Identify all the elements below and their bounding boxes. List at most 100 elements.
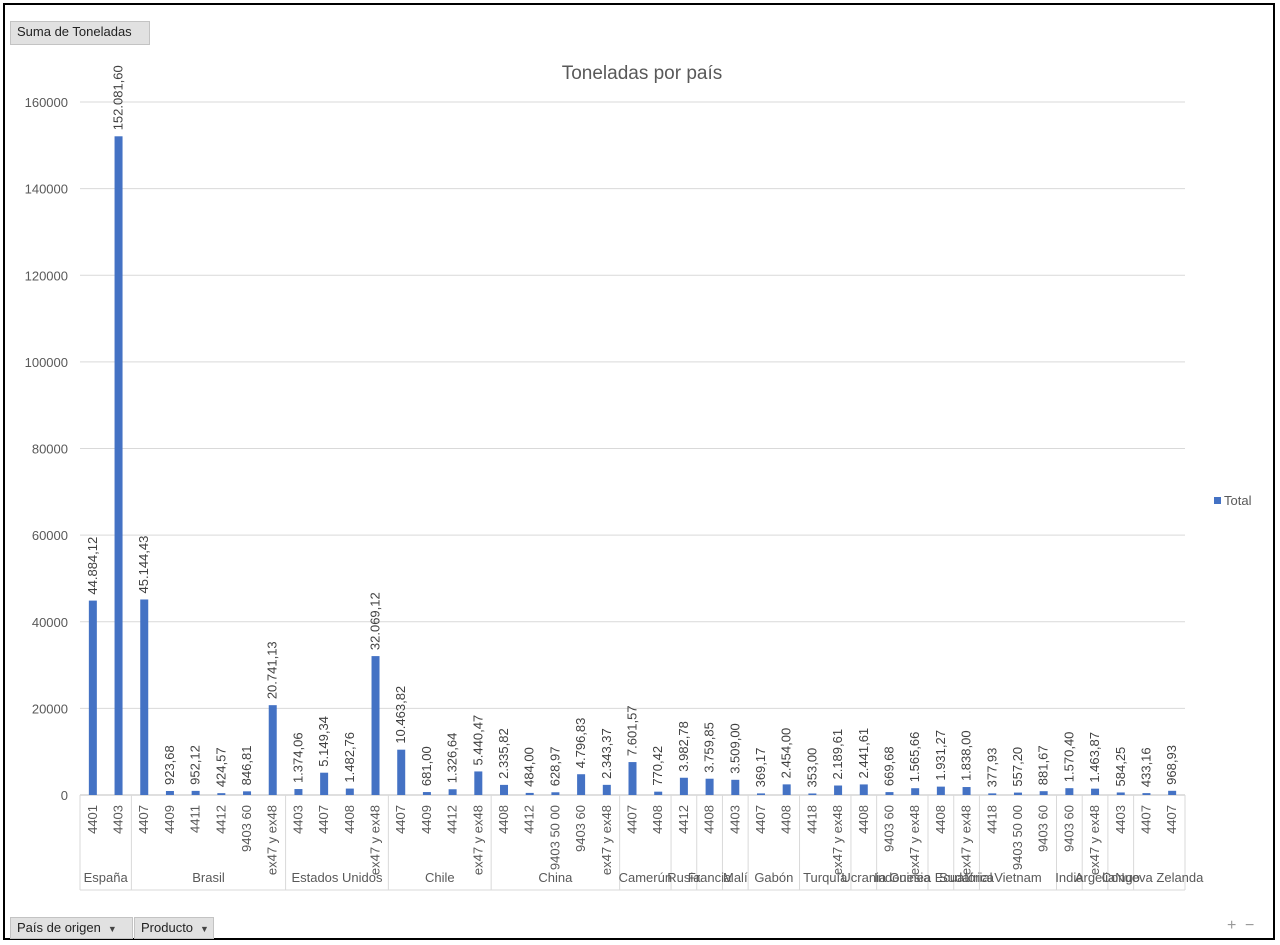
y-tick-label: 160000	[25, 95, 68, 110]
bar	[268, 705, 277, 795]
bar	[1142, 793, 1151, 795]
x-tick-label: 9403 60	[239, 805, 254, 852]
x-tick-label: ex47 y ex48	[265, 805, 280, 875]
data-label: 881,67	[1036, 745, 1051, 785]
field-button-pais-de-origen[interactable]: País de origen ▼	[10, 917, 133, 939]
x-tick-label: 4412	[676, 805, 691, 834]
data-label: 353,00	[804, 748, 819, 788]
bar	[577, 774, 586, 795]
group-label: Rusia	[667, 870, 701, 885]
bar	[834, 785, 843, 795]
bar	[88, 600, 97, 795]
x-tick-label: 4418	[804, 805, 819, 834]
group-label: España	[84, 870, 129, 885]
x-tick-label: ex47 y ex48	[470, 805, 485, 875]
data-label: 1.326,64	[445, 733, 460, 784]
bar	[602, 784, 611, 795]
group-label: Indonesia	[874, 870, 931, 885]
bar	[731, 779, 740, 795]
data-label: 1.570,40	[1061, 732, 1076, 783]
data-label: 557,20	[1010, 747, 1025, 787]
data-label: 3.509,00	[727, 723, 742, 774]
x-tick-label: 4403	[727, 805, 742, 834]
field-button-producto[interactable]: Producto ▼	[134, 917, 214, 939]
x-tick-label: ex47 y ex48	[907, 805, 922, 875]
bar	[371, 656, 380, 795]
data-label: 584,25	[1113, 747, 1128, 787]
chevron-down-icon: ▼	[107, 924, 117, 934]
collapse-field-button[interactable]: −	[1245, 917, 1255, 934]
data-label: 32.069,12	[368, 592, 383, 650]
x-tick-label: 4407	[316, 805, 331, 834]
bar	[525, 792, 534, 795]
x-tick-label: 4407	[753, 805, 768, 834]
data-label: 484,00	[522, 747, 537, 787]
data-label: 1.565,66	[907, 732, 922, 783]
x-tick-label: 9403 60	[1036, 805, 1051, 852]
data-label: 2.454,00	[779, 728, 794, 779]
bar	[551, 792, 560, 795]
y-tick-label: 20000	[32, 701, 68, 716]
bar	[782, 784, 791, 795]
data-label: 424,57	[213, 747, 228, 787]
x-tick-label: ex47 y ex48	[830, 805, 845, 875]
data-label: 5.440,47	[470, 715, 485, 766]
x-tick-label: 4408	[650, 805, 665, 834]
bar	[859, 784, 868, 795]
bar-chart: Toneladas por país 0 20000 40000 60000 80000 1…	[25, 63, 1252, 891]
group-label: Ucrania	[841, 870, 887, 885]
group-label: China	[538, 870, 573, 885]
x-tick-label: ex47 y ex48	[1087, 805, 1102, 875]
data-label: 770,42	[650, 746, 665, 786]
data-label: 45.144,43	[136, 536, 151, 594]
x-tick-label: 9403 60	[881, 805, 896, 852]
x-tick-label: 4412	[213, 805, 228, 834]
bar	[474, 771, 483, 795]
data-label: 3.759,85	[702, 722, 717, 773]
bar	[654, 791, 663, 795]
x-tick-label: 9403 50 00	[547, 805, 562, 870]
bar	[756, 793, 765, 795]
group-label: Chile	[425, 870, 455, 885]
data-label: 2.189,61	[830, 729, 845, 780]
data-label: 44.884,12	[85, 537, 100, 595]
bar	[448, 789, 457, 795]
x-tick-label: 4407	[136, 805, 151, 834]
group-label: Malí	[723, 870, 748, 885]
bar	[243, 791, 252, 795]
group-label: Nueva Zelanda	[1115, 870, 1204, 885]
expand-field-button[interactable]: +	[1227, 917, 1237, 934]
x-tick-label: 4408	[933, 805, 948, 834]
x-tick-label: ex47 y ex48	[959, 805, 974, 875]
data-label: 20.741,13	[265, 641, 280, 699]
group-label: Brasil	[192, 870, 225, 885]
x-tick-label: 9403 60	[573, 805, 588, 852]
data-label: 1.482,76	[342, 732, 357, 783]
data-label: 1.838,00	[959, 730, 974, 781]
data-label: 152.081,60	[111, 65, 126, 130]
bar	[962, 787, 971, 795]
data-label: 369,17	[753, 748, 768, 788]
x-tick-label: 4408	[779, 805, 794, 834]
bar	[1039, 791, 1048, 795]
bar	[217, 793, 226, 795]
x-tick-label: 4408	[342, 805, 357, 834]
group-label: Congo	[1102, 870, 1140, 885]
group-label: Argelia	[1075, 870, 1116, 885]
x-tick-label: 4409	[419, 805, 434, 834]
x-tick-label: 4403	[111, 805, 126, 834]
chevron-down-icon: ▼	[200, 924, 209, 934]
x-tick-label: 4408	[496, 805, 511, 834]
bar	[422, 792, 431, 795]
x-tick-label: 4411	[188, 805, 203, 833]
group-label: Gabón	[754, 870, 793, 885]
x-tick-label: 4403	[290, 805, 305, 834]
x-tick-label: 4412	[522, 805, 537, 834]
chart-title: Toneladas por país	[562, 63, 723, 84]
y-tick-label: 40000	[32, 615, 68, 630]
x-tick-label: 4418	[984, 805, 999, 834]
value-field-button[interactable]: Suma de Toneladas	[10, 21, 150, 45]
pivot-chart-frame: Suma de Toneladas Toneladas por país 0 200…	[3, 3, 1275, 940]
bar	[936, 786, 945, 795]
data-label: 2.441,61	[856, 728, 871, 779]
